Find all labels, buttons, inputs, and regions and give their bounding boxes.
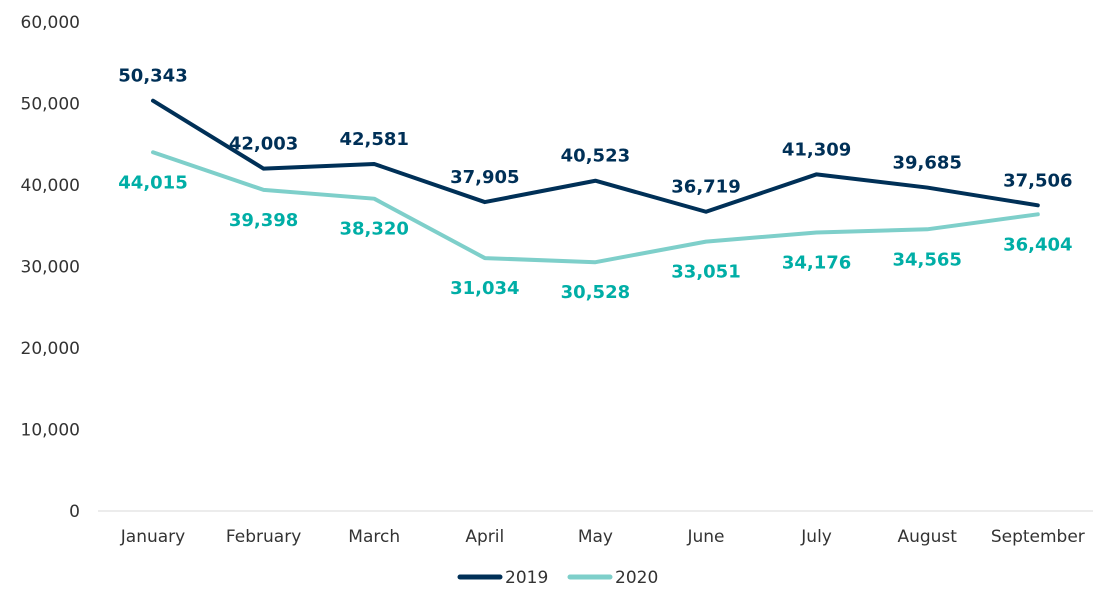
x-tick-label: March bbox=[348, 527, 400, 547]
data-label: 42,003 bbox=[229, 134, 298, 155]
data-label: 31,034 bbox=[450, 278, 519, 299]
x-tick-label: April bbox=[465, 527, 504, 547]
x-tick-label: August bbox=[897, 527, 957, 547]
y-tick-label: 60,000 bbox=[21, 13, 80, 33]
data-label: 42,581 bbox=[339, 129, 408, 150]
data-label: 38,320 bbox=[339, 219, 408, 240]
data-label: 34,176 bbox=[782, 252, 851, 273]
data-label: 36,404 bbox=[1003, 234, 1072, 255]
data-label: 39,398 bbox=[229, 210, 298, 231]
y-tick-label: 20,000 bbox=[21, 339, 80, 359]
y-axis: 0 10,000 20,000 30,000 40,000 50,000 60,000 bbox=[21, 13, 80, 522]
data-label: 30,528 bbox=[561, 282, 630, 303]
legend: 2019 2020 bbox=[457, 568, 658, 588]
data-label: 40,523 bbox=[561, 146, 630, 167]
x-tick-label: February bbox=[226, 527, 301, 547]
x-tick-label: September bbox=[991, 527, 1085, 547]
x-tick-label: June bbox=[686, 527, 724, 547]
legend-label: 2020 bbox=[615, 568, 658, 588]
y-tick-label: 0 bbox=[69, 502, 80, 522]
series-group: 50,343 42,003 42,581 37,905 40,523 36,719 41,3… bbox=[118, 66, 1072, 303]
data-label: 37,506 bbox=[1003, 170, 1072, 191]
data-label: 36,719 bbox=[671, 177, 740, 198]
x-tick-label: May bbox=[578, 527, 613, 547]
y-tick-label: 30,000 bbox=[21, 258, 80, 278]
x-tick-label: July bbox=[800, 527, 832, 547]
x-axis: January February March April May June July Augu… bbox=[120, 527, 1085, 547]
series-2020: 44,015 39,398 38,320 31,034 30,528 33,051 34,1… bbox=[118, 150, 1073, 303]
data-label: 37,905 bbox=[450, 167, 519, 188]
data-label: 44,015 bbox=[118, 172, 187, 193]
y-tick-label: 40,000 bbox=[21, 176, 80, 196]
x-tick-label: January bbox=[120, 527, 185, 547]
data-label: 33,051 bbox=[671, 262, 740, 283]
y-tick-label: 50,000 bbox=[21, 95, 80, 115]
data-label: 41,309 bbox=[782, 139, 851, 160]
data-label: 34,565 bbox=[892, 249, 961, 270]
data-label: 50,343 bbox=[118, 66, 187, 87]
y-tick-label: 10,000 bbox=[21, 421, 80, 441]
series-2019: 50,343 42,003 42,581 37,905 40,523 36,719 41,3… bbox=[118, 66, 1073, 214]
data-label: 39,685 bbox=[892, 153, 961, 174]
legend-label: 2019 bbox=[505, 568, 548, 588]
